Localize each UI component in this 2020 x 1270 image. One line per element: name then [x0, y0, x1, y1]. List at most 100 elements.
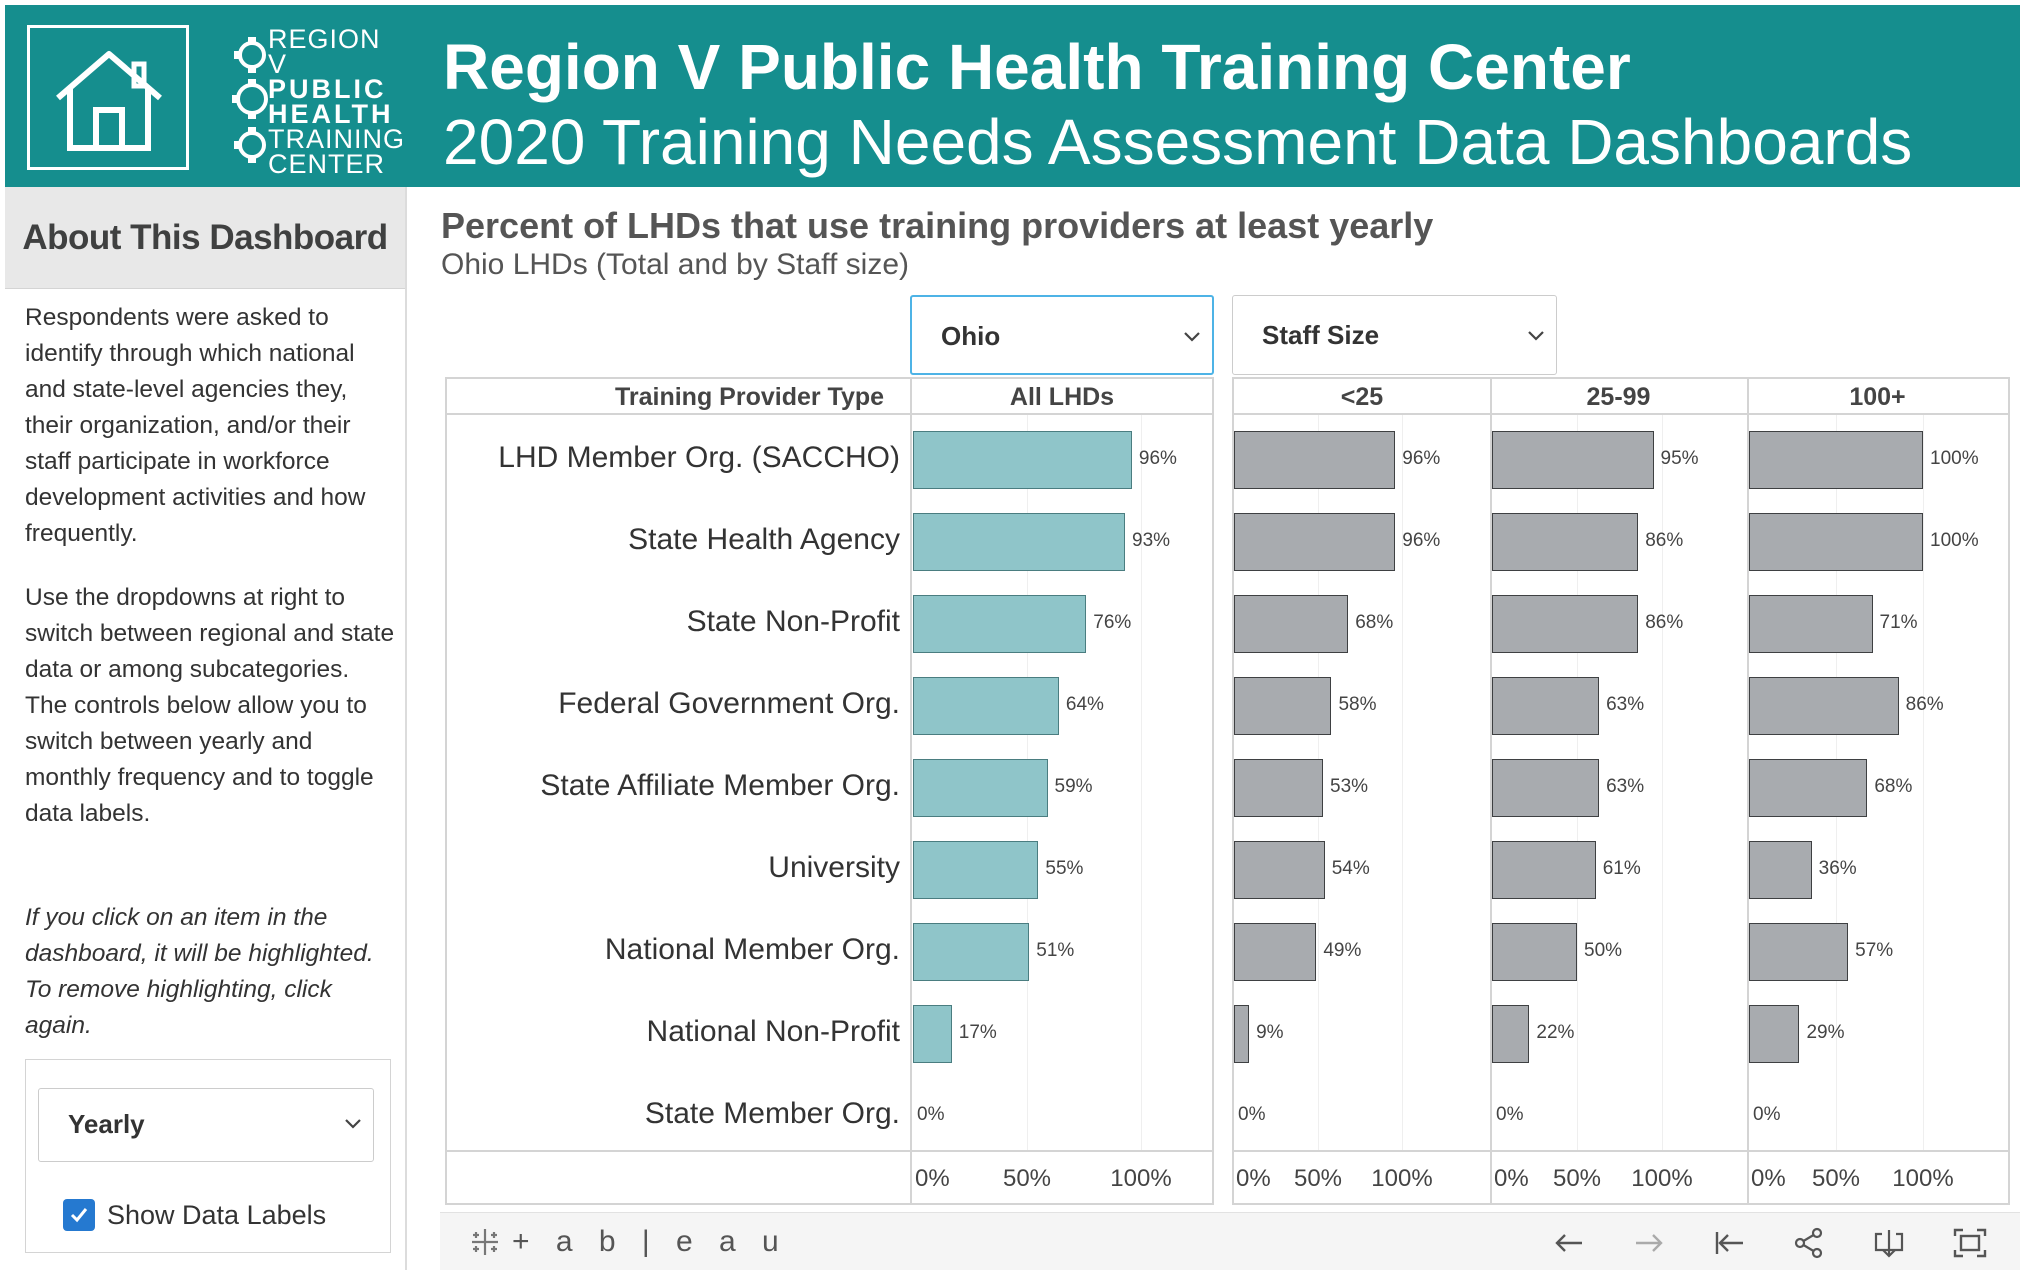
bar[interactable] [1492, 513, 1639, 571]
x-tick-label: 50% [1002, 1165, 1052, 1192]
bar[interactable] [1234, 677, 1332, 735]
chart-subtitle: Ohio LHDs (Total and by Staff size) [441, 248, 909, 281]
gridline [1923, 415, 1924, 1150]
data-label: 71% [1879, 612, 1918, 633]
column-header-3: 100+ [1849, 383, 1906, 411]
chevron-down-icon [1528, 331, 1544, 341]
bar[interactable] [1234, 595, 1349, 653]
gridline [1141, 415, 1142, 1150]
bar[interactable] [1234, 759, 1324, 817]
share-icon[interactable] [1792, 1226, 1826, 1260]
data-label: 86% [1645, 612, 1684, 633]
frequency-select[interactable]: Yearly [38, 1088, 374, 1162]
checkbox-checked-icon[interactable] [63, 1199, 95, 1231]
bar[interactable] [1234, 841, 1325, 899]
data-label: 0% [1238, 1104, 1266, 1125]
category-label[interactable]: State Non-Profit [686, 605, 900, 638]
show-data-labels-toggle[interactable]: Show Data Labels [63, 1198, 326, 1232]
bar[interactable] [913, 1005, 952, 1063]
chart-frame-staff-size [1232, 377, 2010, 1205]
bar[interactable] [913, 841, 1039, 899]
x-tick-label: 0% [1751, 1165, 1786, 1192]
bar[interactable] [1492, 759, 1600, 817]
bar[interactable] [913, 513, 1126, 571]
data-label: 61% [1602, 858, 1641, 879]
category-label[interactable]: State Health Agency [628, 523, 900, 556]
category-label[interactable]: State Member Org. [644, 1097, 900, 1130]
bar[interactable] [1492, 431, 1654, 489]
data-label: 53% [1330, 776, 1369, 797]
undo-icon[interactable] [1552, 1226, 1586, 1260]
x-tick-label: 100% [1110, 1165, 1172, 1192]
bar[interactable] [913, 923, 1030, 981]
gear-logo-icon [232, 37, 268, 163]
header-divider [447, 413, 1212, 415]
bar[interactable] [1749, 513, 1923, 571]
data-label: 93% [1132, 530, 1171, 551]
bar[interactable] [1749, 595, 1873, 653]
breakdown-dropdown[interactable]: Staff Size [1232, 295, 1557, 375]
data-label: 57% [1855, 940, 1894, 961]
x-tick-label: 50% [1293, 1165, 1343, 1192]
category-label[interactable]: National Non-Profit [646, 1015, 900, 1048]
data-label: 29% [1806, 1022, 1845, 1043]
data-label: 54% [1331, 858, 1370, 879]
data-label: 50% [1584, 940, 1623, 961]
redo-icon[interactable] [1632, 1226, 1666, 1260]
bar[interactable] [913, 595, 1087, 653]
data-label: 49% [1323, 940, 1362, 961]
data-label: 59% [1054, 776, 1093, 797]
download-icon[interactable] [1872, 1226, 1906, 1260]
data-label: 96% [1402, 448, 1441, 469]
category-label[interactable]: National Member Org. [604, 933, 900, 966]
column-divider [910, 379, 912, 1203]
state-dropdown-value: Ohio [941, 321, 1001, 351]
bar[interactable] [1749, 1005, 1800, 1063]
fullscreen-icon[interactable] [1952, 1226, 1988, 1260]
data-label: 17% [958, 1022, 997, 1043]
data-label: 96% [1138, 448, 1177, 469]
bar[interactable] [1492, 923, 1577, 981]
bar[interactable] [1492, 595, 1639, 653]
revert-icon[interactable] [1712, 1226, 1746, 1260]
bar[interactable] [1234, 923, 1317, 981]
about-paragraph-2: Use the dropdowns at right to switch bet… [25, 584, 395, 827]
bar[interactable] [1234, 431, 1396, 489]
chart-frame-total [445, 377, 1214, 1205]
bar[interactable] [1234, 1005, 1250, 1063]
data-label: 76% [1093, 612, 1132, 633]
tableau-logo[interactable]: + a b | e a u [468, 1225, 788, 1259]
data-label: 58% [1338, 694, 1377, 715]
bar[interactable] [1492, 677, 1600, 735]
data-label: 64% [1065, 694, 1104, 715]
bar[interactable] [1749, 923, 1849, 981]
category-label[interactable]: LHD Member Org. (SACCHO) [498, 441, 900, 474]
home-button[interactable] [27, 25, 189, 170]
bar[interactable] [1234, 513, 1396, 571]
gridline [1402, 415, 1403, 1150]
row-header-label: Training Provider Type [615, 383, 885, 411]
axis-divider [1234, 1150, 2008, 1152]
state-dropdown[interactable]: Ohio [910, 295, 1214, 375]
category-label[interactable]: University [768, 851, 900, 884]
data-label: 36% [1818, 858, 1857, 879]
show-data-labels-label: Show Data Labels [107, 1199, 327, 1230]
data-label: 95% [1660, 448, 1699, 469]
category-label[interactable]: State Affiliate Member Org. [540, 769, 900, 802]
bar[interactable] [1749, 841, 1812, 899]
bar[interactable] [1492, 1005, 1530, 1063]
bar[interactable] [1749, 431, 1923, 489]
home-icon [56, 51, 162, 151]
controls-panel: Yearly Show Data Labels [25, 1059, 391, 1253]
column-header-2: 25-99 [1586, 383, 1651, 411]
bar[interactable] [1749, 759, 1868, 817]
bar[interactable] [1492, 841, 1596, 899]
bar[interactable] [913, 759, 1048, 817]
bar[interactable] [913, 677, 1059, 735]
page-subtitle: 2020 Training Needs Assessment Data Dash… [443, 106, 1913, 178]
bar[interactable] [1749, 677, 1899, 735]
about-paragraph-1: Respondents were asked to identify throu… [25, 304, 366, 547]
about-heading-bar: About This Dashboard [5, 187, 405, 289]
category-label[interactable]: Federal Government Org. [558, 687, 900, 720]
bar[interactable] [913, 431, 1132, 489]
